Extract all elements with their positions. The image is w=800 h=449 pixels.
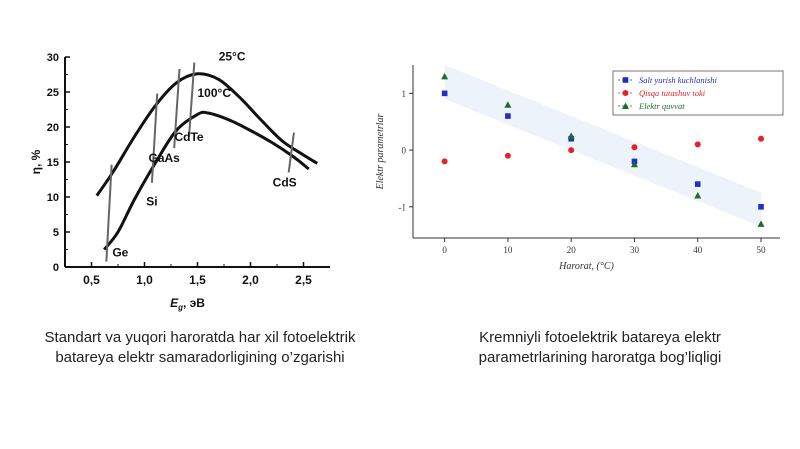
- data-point-series-2: [504, 152, 511, 159]
- y-axis-label: η, %: [30, 149, 43, 174]
- x-tick-label: 40: [693, 245, 703, 255]
- legend-label: Salt yurish kuchlanishi: [639, 75, 718, 85]
- data-point-series-1: [758, 204, 764, 210]
- x-tick-label: 10: [503, 245, 513, 255]
- x-tick-label: 50: [757, 245, 767, 255]
- legend-box: [612, 70, 784, 116]
- data-point-series-1: [694, 181, 701, 187]
- series-label-25c: 25°C: [219, 50, 246, 64]
- series-line-25c: [95, 72, 319, 197]
- material-line-si: [150, 93, 159, 183]
- left-caption: Standart va yuqori haroratda har xil fot…: [20, 328, 380, 368]
- y-tick-label: 5: [53, 227, 59, 239]
- data-point-series-3: [630, 160, 638, 168]
- material-line-gaas: [173, 68, 181, 149]
- right-caption-line-2: parametrlarining haroratga bog’liqligi: [478, 349, 722, 366]
- x-tick-label: 2,5: [295, 273, 312, 287]
- legend-label: Elektr quvvat: [638, 101, 685, 111]
- material-label-ge: Ge: [112, 246, 128, 260]
- data-point-series-1: [441, 90, 448, 97]
- y-tick-label: 20: [47, 122, 59, 134]
- x-tick-label: 0: [442, 245, 447, 255]
- efficiency-chart-svg: 0 5 10 15 20 25 30 0,5 1,0 1,5 2,0 2,5 η, % Eg, эВ 25°…: [29, 50, 330, 312]
- material-line-cds: [287, 132, 295, 173]
- temperature-chart: -1 0 1 0 10 20 30 40 50 Harorat, (°C) Elektr param…: [370, 55, 790, 285]
- material-line-cdte: [188, 62, 196, 137]
- x-tick-label: 1,5: [189, 273, 206, 287]
- data-point-series-2: [441, 158, 448, 165]
- series-line-100c: [103, 110, 310, 251]
- data-point-series-3: [441, 72, 449, 80]
- legend-label: Qisqa tutashuv toki: [639, 88, 706, 98]
- data-point-series-3: [757, 220, 765, 227]
- x-axis-label: Eg, эВ: [170, 296, 205, 312]
- x-tick-label: 30: [630, 245, 640, 255]
- legend-marker: [622, 102, 629, 109]
- left-caption-line-2: batareya elektr samaradorligining o’zgar…: [55, 349, 345, 366]
- left-caption-line-1: Standart va yuqori haroratda har xil fot…: [44, 329, 356, 346]
- right-caption-line-1: Kremniyli fotoelektrik batareya elektr: [479, 329, 721, 346]
- x-tick-label: 0,5: [83, 273, 100, 287]
- y-tick-label: 25: [47, 87, 59, 99]
- material-label-cdte: CdTe: [174, 130, 203, 144]
- material-line-ge: [105, 164, 113, 262]
- trend-band: [444, 65, 762, 227]
- y-tick-label: 1: [402, 89, 407, 99]
- data-point-series-2: [568, 147, 575, 154]
- y-tick-label: 0: [402, 146, 407, 156]
- data-point-series-2: [758, 135, 765, 142]
- y-tick-label: 10: [47, 192, 59, 204]
- material-label-gaas: GaAs: [149, 151, 181, 165]
- data-point-series-2: [694, 141, 701, 148]
- x-tick-label: 20: [567, 245, 577, 255]
- y-tick-label: 15: [47, 157, 59, 169]
- data-point-series-3: [567, 132, 575, 139]
- legend-marker: [622, 90, 629, 96]
- data-point-series-1: [505, 113, 511, 119]
- efficiency-chart: 0 5 10 15 20 25 30 0,5 1,0 1,5 2,0 2,5 η, % Eg, эВ 25°…: [29, 40, 340, 320]
- data-point-series-2: [631, 144, 638, 151]
- y-axis-label: Elektr parametrlar: [375, 113, 386, 190]
- data-point-series-3: [504, 101, 512, 108]
- material-label-cds: CdS: [273, 176, 297, 190]
- series-label-100c: 100°C: [198, 86, 232, 100]
- material-label-si: Si: [146, 194, 157, 208]
- x-axis-label: Harorat, (°C): [558, 261, 614, 272]
- y-tick-label: -1: [399, 202, 407, 212]
- y-tick-label: 30: [47, 52, 59, 64]
- x-tick-label: 1,0: [136, 273, 153, 287]
- x-tick-label: 2,0: [242, 273, 259, 287]
- data-point-series-3: [694, 191, 702, 199]
- y-tick-label: 0: [53, 262, 59, 274]
- legend-marker: [622, 77, 629, 83]
- right-caption: Kremniyli fotoelektrik batareya elektr p…: [420, 328, 780, 368]
